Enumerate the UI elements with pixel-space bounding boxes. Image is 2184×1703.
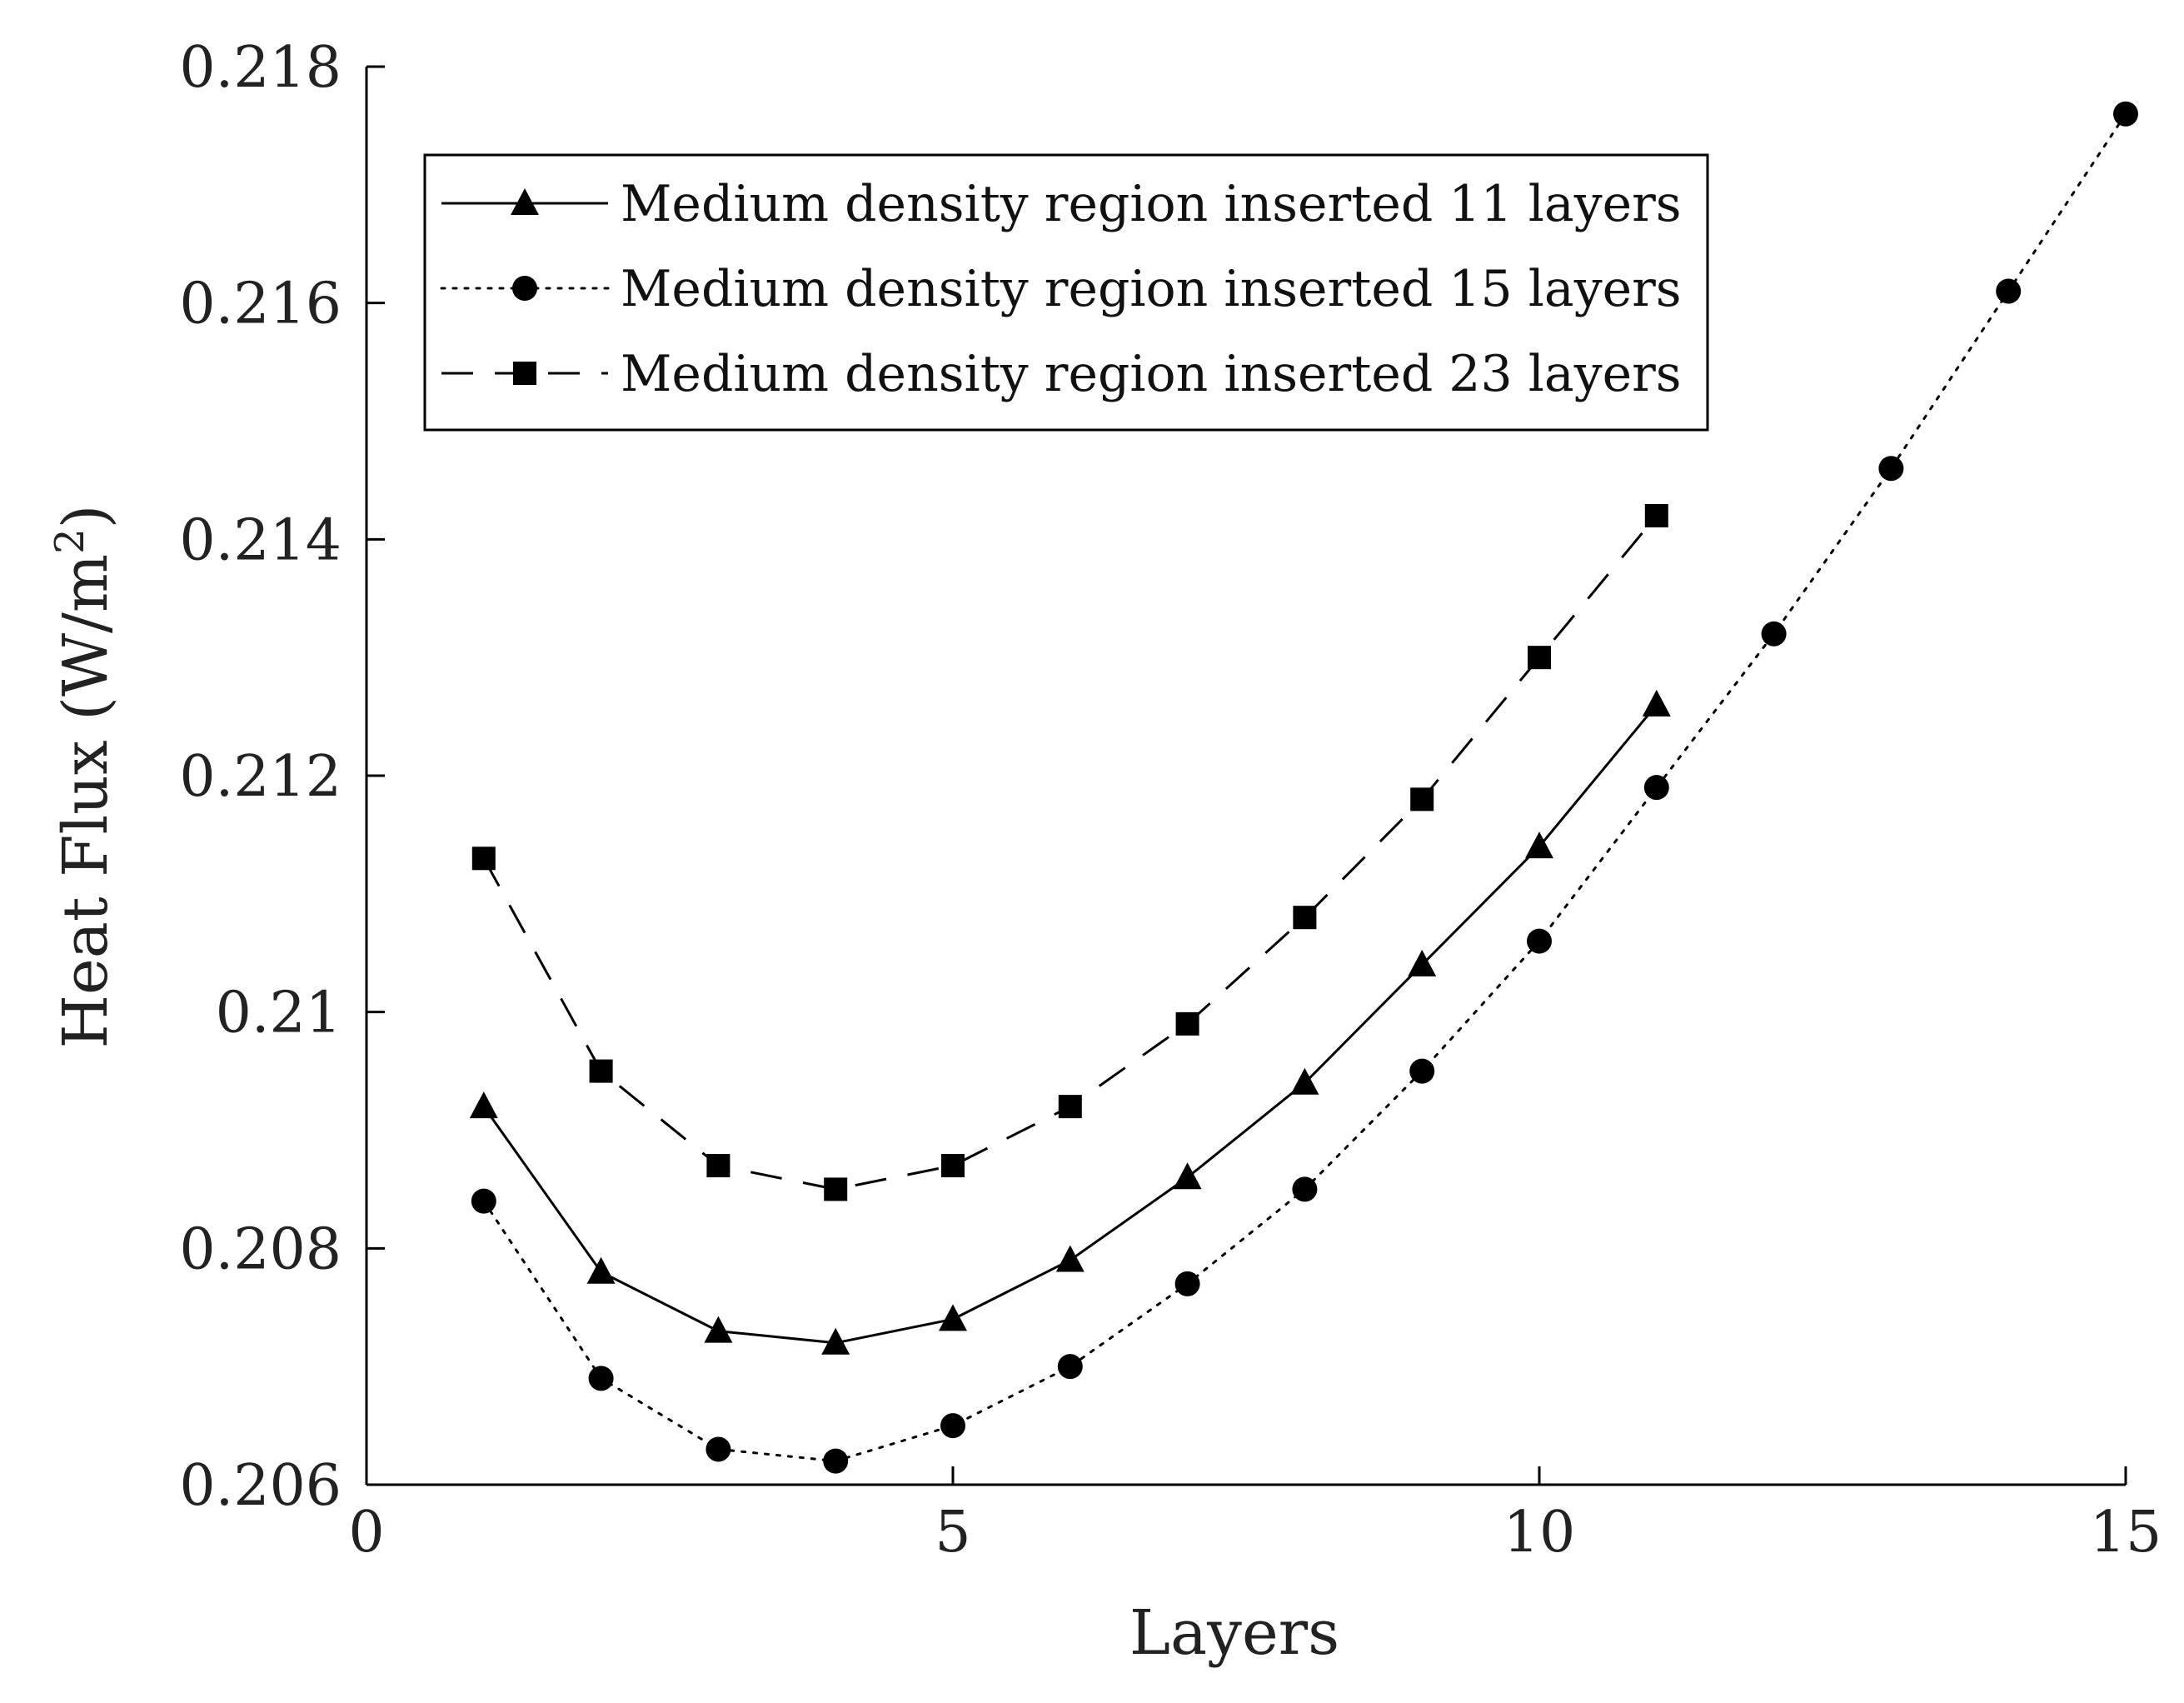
legend-entry: Medium density region inserted 15 layers	[440, 260, 1682, 318]
series-square	[471, 503, 1668, 1201]
series-group	[469, 101, 2138, 1474]
x-tick-label: 15	[2090, 1500, 2162, 1566]
data-point	[1643, 775, 1669, 801]
data-point	[1408, 949, 1437, 976]
legend-entry: Medium density region inserted 11 layers	[441, 175, 1682, 233]
data-point	[471, 1188, 496, 1214]
legend-marker	[512, 276, 537, 301]
y-tick-label: 0.208	[179, 1216, 342, 1282]
x-axis-title: Layers	[1129, 1597, 1339, 1669]
data-point	[823, 1448, 849, 1474]
data-point	[1644, 503, 1668, 527]
data-point	[939, 1304, 967, 1331]
data-point	[469, 1091, 498, 1119]
data-point	[824, 1177, 848, 1201]
y-tick-label: 0.214	[179, 507, 342, 573]
data-point	[471, 847, 496, 871]
legend-marker	[511, 188, 539, 215]
data-point	[1293, 906, 1317, 930]
y-tick-label: 0.212	[179, 744, 342, 810]
x-tick-label: 5	[935, 1500, 970, 1566]
data-point	[1057, 1354, 1083, 1380]
data-point	[1058, 1095, 1082, 1119]
y-tick-label: 0.21	[216, 981, 342, 1046]
legend-label: Medium density region inserted 11 layers	[621, 175, 1682, 233]
data-point	[821, 1327, 850, 1355]
x-ticks: 0 5 10 15	[348, 1466, 2162, 1566]
data-point	[1525, 832, 1553, 859]
data-point	[1292, 1176, 1318, 1202]
y-tick-label: 0.218	[179, 35, 342, 101]
data-point	[1409, 1058, 1435, 1084]
data-point	[1996, 278, 2022, 304]
data-point	[704, 1316, 733, 1343]
y-axis-title: Heat Flux (W/m2)	[47, 504, 122, 1048]
data-point	[1174, 1271, 1200, 1296]
data-point	[706, 1436, 731, 1462]
data-point	[1527, 928, 1552, 954]
legend-label: Medium density region inserted 15 layers	[621, 260, 1682, 318]
y-axis-title-main: Heat Flux (W/m	[50, 554, 122, 1049]
data-point	[1761, 621, 1787, 647]
y-ticks: 0.206 0.208 0.21 0.212 0.214 0.216 0.218	[179, 35, 385, 1519]
x-tick-label: 10	[1503, 1500, 1576, 1566]
data-point	[1290, 1067, 1319, 1095]
series-circle	[471, 101, 2138, 1474]
legend: Medium density region inserted 11 layers…	[423, 153, 1709, 432]
y-axis-title-superscript: 2	[47, 528, 93, 554]
series-line	[482, 515, 1658, 1191]
data-point	[586, 1256, 616, 1284]
data-point	[588, 1366, 614, 1391]
data-point	[1410, 787, 1434, 812]
series-triangle	[469, 689, 1671, 1355]
x-tick-label: 0	[348, 1500, 384, 1566]
data-point	[1642, 689, 1671, 717]
data-point	[1173, 1162, 1202, 1190]
data-point	[1055, 1245, 1085, 1272]
data-point	[941, 1154, 965, 1178]
legend-marker	[513, 362, 536, 385]
data-point	[2113, 101, 2138, 127]
data-point	[1175, 1011, 1199, 1036]
legend-box	[423, 153, 1709, 432]
data-point	[706, 1154, 730, 1178]
legend-entry: Medium density region inserted 23 layers	[441, 345, 1682, 403]
y-axis-title-close: )	[50, 504, 122, 528]
data-point	[1528, 646, 1551, 670]
y-tick-label: 0.206	[179, 1453, 342, 1519]
data-point	[1878, 456, 1904, 482]
legend-label: Medium density region inserted 23 layers	[621, 345, 1682, 403]
y-tick-label: 0.216	[179, 272, 342, 337]
data-point	[940, 1413, 965, 1439]
data-point	[589, 1059, 613, 1083]
